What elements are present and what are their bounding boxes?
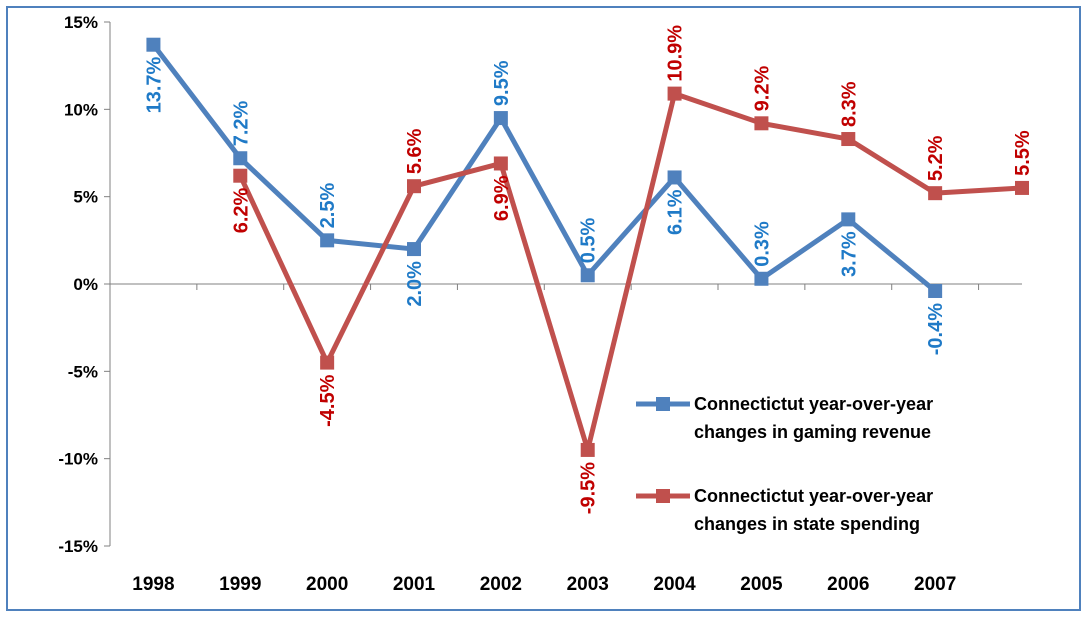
series-line-state-spending [238,91,1023,453]
x-tick-label: 2001 [393,574,436,595]
x-tick-label: 2003 [567,574,609,595]
data-point [580,268,595,283]
data-point [667,170,682,185]
data-label: 8.3% [838,81,860,127]
x-tick-label: 2002 [480,574,522,595]
data-point [320,233,335,248]
data-label: -9.5% [578,462,600,514]
data-label: 0.3% [751,221,773,267]
data-label: 13.7% [143,56,165,113]
data-label: 9.5% [491,60,513,106]
legend: Connectictut year-over-year changes in ga… [636,394,933,534]
legend-marker [656,489,670,503]
data-point [928,186,943,201]
series-markers [146,37,1029,457]
x-tick-label: 1999 [219,574,261,595]
legend-label: changes in state spending [694,514,920,534]
data-label: 0.5% [578,217,600,263]
data-point [493,111,508,126]
data-label: 9.2% [751,66,773,112]
x-tick-label: 2004 [653,574,696,595]
series-lines [151,43,1023,453]
data-point [754,271,769,286]
data-label: 2.0% [404,261,426,307]
data-point [841,132,856,147]
data-label: 3.7% [838,231,860,277]
y-tick-label: -15% [58,537,98,556]
y-tick-label: 0% [73,275,98,294]
y-tick-label: 10% [64,100,98,119]
data-point [407,179,421,194]
data-point [580,442,595,457]
x-tick-label: 1998 [132,574,174,595]
data-label: 6.9% [491,175,513,221]
y-tick-label: 15% [64,13,98,32]
data-point [754,116,769,131]
data-labels: 13.7% 7.2% 2.5% 2.0% 9.5% 0.5% 6.1% 0.3% 3.7% -0.… [143,25,1034,514]
legend-label: Connectictut year-over-year [694,394,933,414]
legend-marker [656,397,670,411]
data-label: 6.1% [665,189,687,235]
series-line-gaming-revenue [151,43,937,293]
data-point [233,151,248,166]
data-point [841,212,856,227]
data-label: -0.4% [925,303,947,355]
x-tick-label: 2006 [827,574,869,595]
data-point [320,355,335,370]
data-label: 6.2% [230,187,252,233]
y-tick-labels: 15% 10% 5% 0% -5% -10% -15% [58,13,98,556]
axes [104,21,1022,547]
data-point [407,242,421,257]
legend-item: Connectictut year-over-year changes in st… [636,486,933,534]
y-tick-label: -5% [68,362,98,381]
legend-item: Connectictut year-over-year changes in ga… [636,394,933,442]
x-tick-label: 2005 [740,574,783,595]
data-point [1015,180,1029,195]
x-tick-label: 2007 [914,574,956,595]
data-label: -4.5% [317,374,339,426]
data-label: 5.6% [404,128,426,174]
data-label: 5.2% [925,135,947,181]
data-point [928,283,943,298]
legend-label: changes in gaming revenue [694,422,931,442]
y-tick-label: -10% [58,450,98,469]
data-label: 5.5% [1012,130,1034,176]
data-point [146,37,161,52]
data-point [667,86,682,101]
x-tick-labels: 1998 1999 2000 2001 2002 2003 2004 2005 2006 2007 [132,574,956,595]
data-label: 10.9% [665,25,687,82]
legend-label: Connectictut year-over-year [694,486,933,506]
data-point [233,168,248,183]
y-tick-label: 5% [73,188,98,207]
x-tick-label: 2000 [306,574,348,595]
data-label: 2.5% [317,183,339,229]
data-point [493,156,508,171]
data-label: 7.2% [230,100,252,146]
